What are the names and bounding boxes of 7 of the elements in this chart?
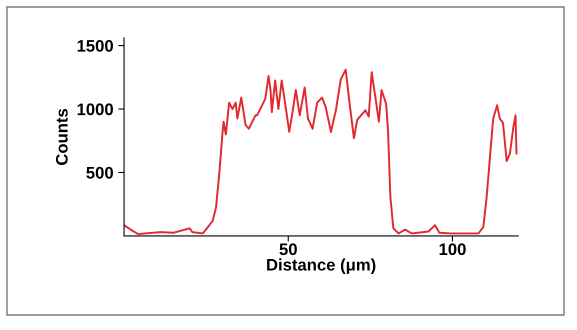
x-axis-title: Distance (μm) bbox=[267, 258, 376, 274]
y-tick-label: 1000 bbox=[78, 103, 113, 116]
y-axis-title: Counts bbox=[56, 108, 68, 165]
x-tick-label: 100 bbox=[440, 243, 466, 256]
x-tick-label: 50 bbox=[280, 243, 297, 256]
y-tick-label: 1500 bbox=[78, 40, 113, 52]
y-tick-label: 500 bbox=[86, 166, 113, 179]
